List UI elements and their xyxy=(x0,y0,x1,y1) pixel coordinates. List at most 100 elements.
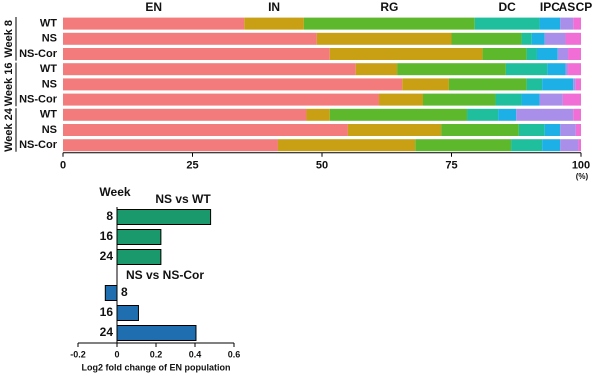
y-tick-label: 8 xyxy=(121,285,128,299)
bar-segment xyxy=(63,78,403,91)
bar-segment xyxy=(562,93,581,106)
group-label: Week 8 xyxy=(3,20,15,58)
bar-segment xyxy=(573,78,576,91)
x-tick-label: 0.2 xyxy=(150,349,163,359)
bar-segment xyxy=(498,108,517,121)
series-title: NS vs NS-Cor xyxy=(126,268,204,282)
bar-segment xyxy=(316,32,452,45)
row-label: NS xyxy=(42,78,57,90)
x-tick-label: 0 xyxy=(114,349,119,359)
bar-segment xyxy=(547,63,566,76)
bar-segment xyxy=(531,32,545,45)
x-tick-label: 75 xyxy=(445,160,457,172)
bar-segment xyxy=(560,17,574,30)
bar-segment xyxy=(565,63,569,76)
bar-segment xyxy=(397,63,506,76)
bar-segment xyxy=(63,17,245,30)
bar-segment xyxy=(474,17,540,30)
bar-segment xyxy=(505,63,548,76)
bar-segment xyxy=(526,78,543,91)
x-tick-label: 0 xyxy=(60,160,66,172)
row-label: NS xyxy=(42,33,57,45)
legend-label: IPC xyxy=(540,0,560,14)
x-tick-label: 0.6 xyxy=(228,349,241,359)
bar-segment xyxy=(378,93,424,106)
bar-segment xyxy=(544,32,566,45)
bar-segment xyxy=(542,78,574,91)
bar-segment xyxy=(542,139,561,152)
bar-segment xyxy=(482,48,527,60)
bar-segment xyxy=(560,124,576,136)
bar-segment xyxy=(544,124,561,136)
legend-label: AS xyxy=(559,0,576,14)
bar-segment xyxy=(355,63,398,76)
bar-segment xyxy=(578,139,581,152)
bar-segment xyxy=(536,48,558,60)
legend-label: DC xyxy=(499,0,517,14)
legend-label: CP xyxy=(576,0,593,14)
y-tick-label: 16 xyxy=(100,229,114,243)
legend-label: RG xyxy=(380,0,398,14)
y-tick-label: 24 xyxy=(100,249,114,263)
bar-segment xyxy=(402,78,449,91)
bar xyxy=(116,305,139,321)
row-label: NS-Cor xyxy=(19,139,58,151)
bar-segment xyxy=(516,108,574,121)
row-label: WT xyxy=(40,109,57,121)
bar-segment xyxy=(526,48,537,60)
bar-segment xyxy=(415,139,512,152)
bar-segment xyxy=(347,124,442,136)
row-label: NS-Cor xyxy=(19,94,58,106)
bar-segment xyxy=(511,139,543,152)
bar-segment xyxy=(573,17,581,30)
bar-segment xyxy=(495,93,522,106)
legend-label: EN xyxy=(145,0,162,14)
bar-segment xyxy=(575,78,581,91)
x-axis-label: Log2 fold change of EN population xyxy=(82,362,231,372)
bar-segment xyxy=(568,63,581,76)
x-tick-label: 0.4 xyxy=(189,349,202,359)
bar-segment xyxy=(329,108,468,121)
bar-segment xyxy=(539,93,563,106)
bar-segment xyxy=(573,108,581,121)
x-tick-label: 100 xyxy=(572,160,590,172)
bar-segment xyxy=(244,17,304,30)
bar-segment xyxy=(63,48,330,60)
x-tick-label: -0.2 xyxy=(70,349,86,359)
bar-segment xyxy=(303,17,475,30)
series-title: NS vs WT xyxy=(155,192,211,206)
bar-segment xyxy=(568,48,581,60)
bar-segment xyxy=(63,124,348,136)
bar-segment xyxy=(306,108,330,121)
bar-segment xyxy=(539,17,561,30)
x-axis-label: (%) xyxy=(576,172,589,181)
bar-segment xyxy=(63,32,317,45)
row-label: WT xyxy=(40,63,57,75)
x-tick-label: 50 xyxy=(316,160,328,172)
row-label: NS xyxy=(42,124,57,136)
bar-segment xyxy=(63,93,379,106)
bar-segment xyxy=(565,32,581,45)
bar-segment xyxy=(518,124,545,136)
group-label: Week 24 xyxy=(3,107,15,152)
y-tick-label: 8 xyxy=(106,209,113,223)
y-tick-label: 24 xyxy=(100,325,114,339)
bar-segment xyxy=(557,48,569,60)
bar-segment xyxy=(63,63,356,76)
bar-segment xyxy=(441,124,519,136)
bar xyxy=(104,285,118,301)
bar-segment xyxy=(423,93,496,106)
bar-segment xyxy=(575,124,581,136)
legend-label: IN xyxy=(268,0,280,14)
x-tick-label: 25 xyxy=(186,160,198,172)
bar-segment xyxy=(63,108,307,121)
group-label: Week 16 xyxy=(3,62,15,106)
bar xyxy=(116,249,162,265)
y-tick-label: 16 xyxy=(100,305,114,319)
row-label: NS-Cor xyxy=(19,48,58,60)
y-axis-label: Week xyxy=(99,185,130,199)
bar xyxy=(116,325,197,341)
bar-segment xyxy=(63,139,278,152)
